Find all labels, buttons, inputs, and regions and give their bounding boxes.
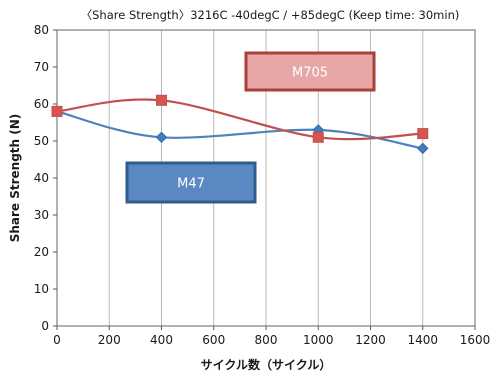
x-axis-title: サイクル数（サイクル） (201, 357, 332, 372)
data-point-m705 (417, 128, 429, 140)
annotation-box-m47 (125, 161, 257, 204)
y-tick-label: 40 (34, 171, 49, 185)
x-tick-label: 600 (202, 333, 225, 347)
x-tick-label: 400 (150, 333, 173, 347)
axes: 0 200 400 600 800 1000 1200 1400 1600 0 10 20 30 40 50… (34, 23, 491, 347)
annotation-label-m47: M47 (177, 177, 205, 192)
series-lines (51, 94, 429, 155)
y-tick-label: 60 (34, 97, 49, 111)
annotation-label-m705: M705 (292, 66, 328, 81)
data-point-m705 (156, 94, 167, 106)
y-tick-label: 50 (34, 134, 49, 148)
x-tick-label: 1600 (460, 333, 491, 347)
y-tick-label: 0 (41, 319, 49, 333)
data-point-m705 (51, 105, 63, 117)
y-tick-label: 10 (34, 282, 49, 296)
annotation-box-m705 (244, 51, 376, 92)
plot-frame (56, 29, 476, 327)
x-tick-label: 1200 (355, 333, 386, 347)
x-tick-label: 800 (255, 333, 278, 347)
chart-title: 〈Share Strength〉3216C -40degC / +85degC … (81, 8, 460, 22)
annotation-boxes: M705 M47 (125, 51, 376, 204)
x-tick-label: 200 (98, 333, 121, 347)
data-point-m47 (155, 131, 168, 144)
y-tick-label: 30 (34, 208, 49, 222)
series-line-m705 (56, 98, 423, 141)
series-line-m47 (56, 110, 423, 150)
y-axis-title: Share Strength (N) (8, 114, 22, 243)
data-point-m47 (417, 142, 429, 155)
y-tick-label: 20 (34, 245, 49, 259)
x-tick-label: 0 (53, 333, 61, 347)
x-tick-label: 1000 (303, 333, 334, 347)
y-tick-label: 80 (34, 23, 49, 37)
x-tick-label: 1400 (407, 333, 438, 347)
y-tick-label: 70 (34, 60, 49, 74)
data-point-m705 (312, 131, 324, 143)
